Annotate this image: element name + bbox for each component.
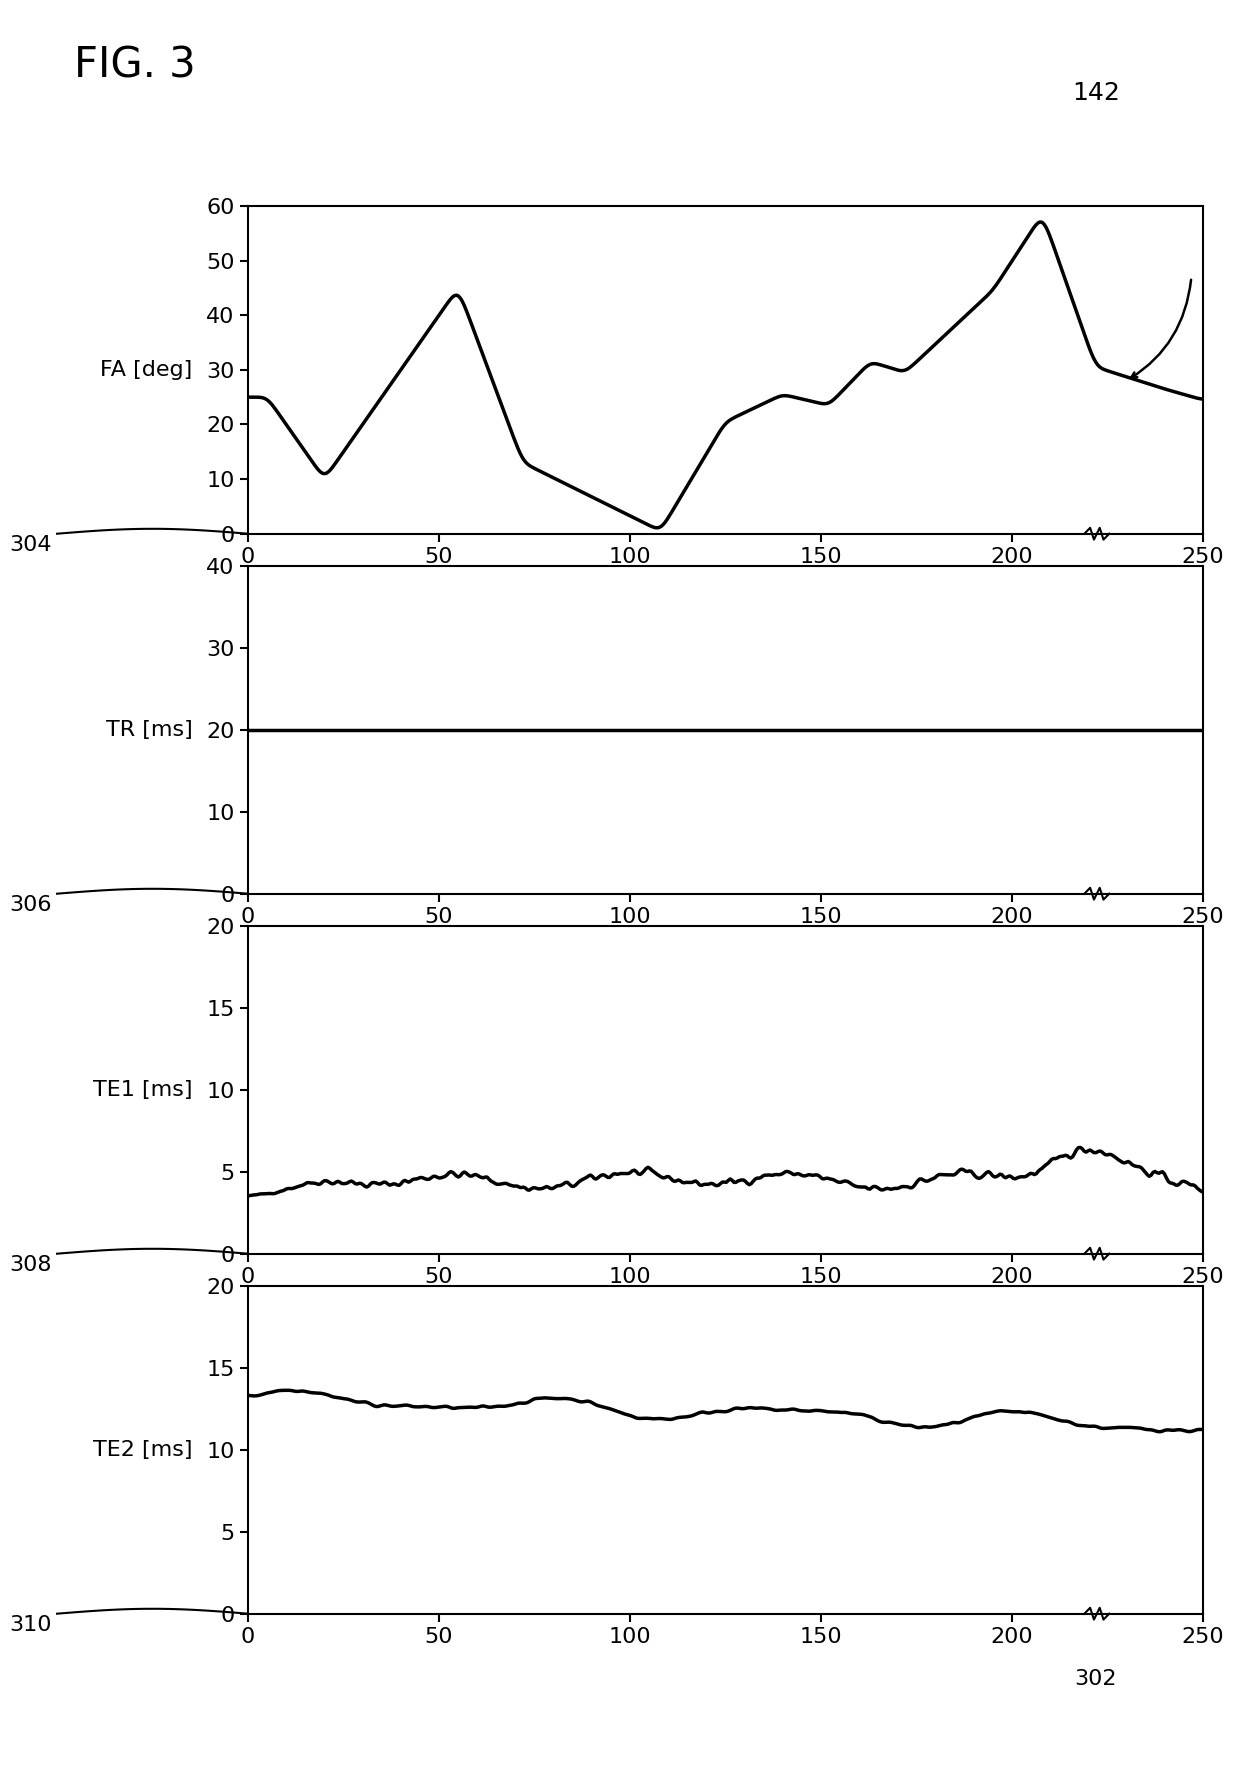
Text: 304: 304 <box>9 536 52 555</box>
Y-axis label: TE1 [ms]: TE1 [ms] <box>93 1080 192 1100</box>
Y-axis label: FA [deg]: FA [deg] <box>100 360 192 380</box>
Text: FIG. 3: FIG. 3 <box>74 45 196 86</box>
Text: 302: 302 <box>1075 949 1117 969</box>
Text: 302: 302 <box>1075 589 1117 609</box>
Y-axis label: TE2 [ms]: TE2 [ms] <box>93 1440 192 1460</box>
Y-axis label: TR [ms]: TR [ms] <box>105 720 192 740</box>
Text: 308: 308 <box>9 1255 52 1275</box>
Text: 142: 142 <box>1073 81 1121 104</box>
Text: 302: 302 <box>1075 1669 1117 1689</box>
Text: 310: 310 <box>9 1615 52 1635</box>
Text: 302: 302 <box>1075 1309 1117 1329</box>
Text: 306: 306 <box>9 896 52 915</box>
